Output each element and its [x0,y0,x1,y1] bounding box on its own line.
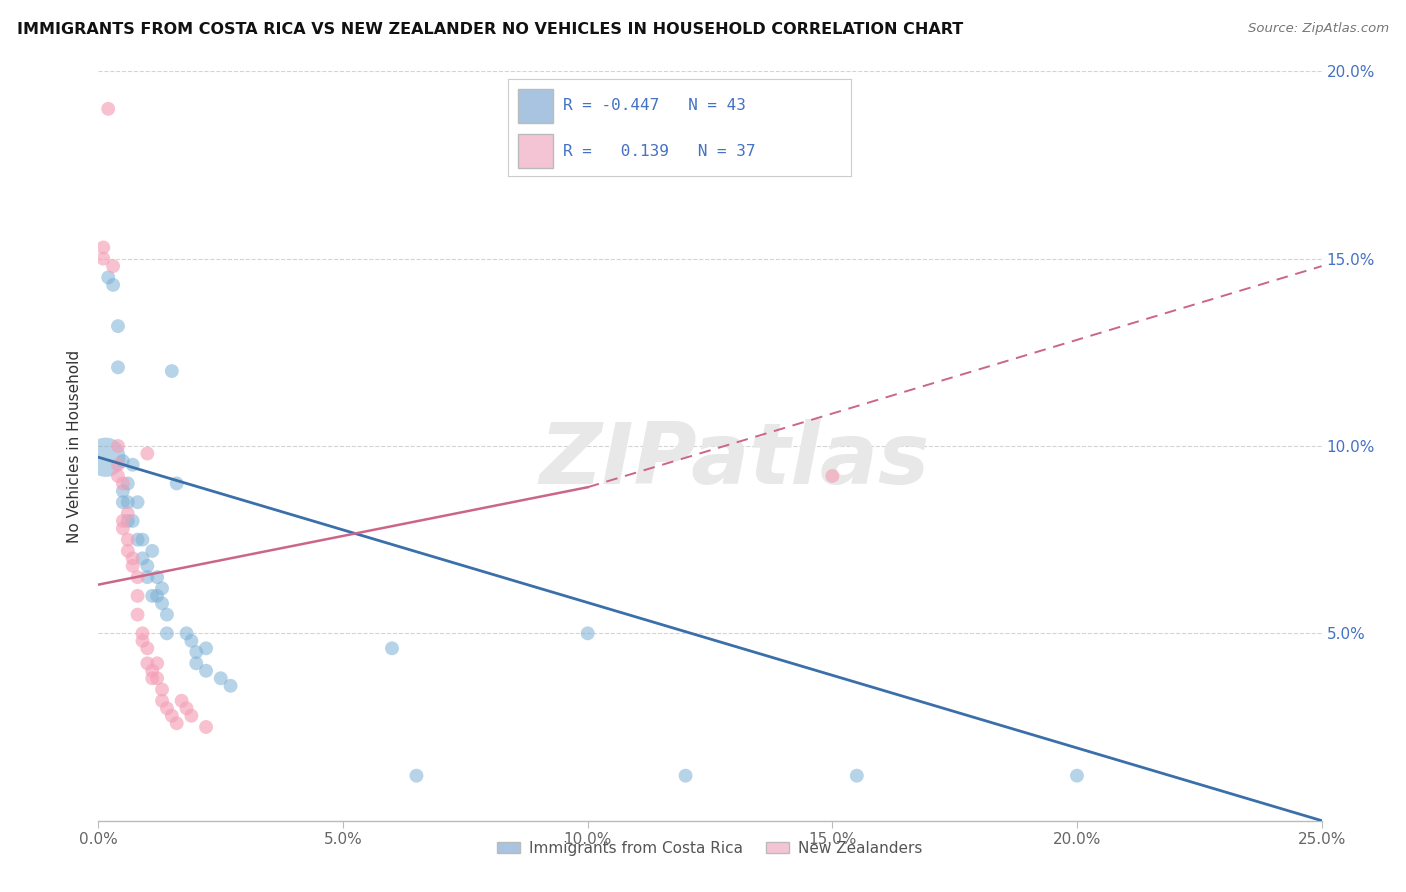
Point [131,551,153,566]
Point [131,626,153,640]
Point [160,364,183,378]
Text: Source: ZipAtlas.com: Source: ZipAtlas.com [1249,22,1389,36]
Point [170,694,193,708]
Point [121,551,143,566]
Point [127,570,149,584]
Point [117,514,139,528]
Point [150,682,173,697]
Point [146,570,169,584]
Point [209,671,232,685]
Point [195,720,218,734]
Point [176,626,198,640]
Point [136,657,159,671]
Point [381,641,404,656]
Point [180,708,202,723]
Point [97,270,120,285]
Point [141,664,163,678]
Point [821,469,844,483]
Point [675,769,697,783]
Point [160,708,183,723]
Text: IMMIGRANTS FROM COSTA RICA VS NEW ZEALANDER NO VEHICLES IN HOUSEHOLD CORRELATION: IMMIGRANTS FROM COSTA RICA VS NEW ZEALAN… [17,22,963,37]
Point [146,657,169,671]
Point [141,671,163,685]
Point [141,589,163,603]
Point [186,645,208,659]
Point [131,633,153,648]
Point [117,507,139,521]
Point [117,495,139,509]
Point [136,558,159,573]
Point [166,716,188,731]
Point [136,570,159,584]
Point [111,514,134,528]
Point [150,582,173,596]
Point [107,439,129,453]
Point [131,533,153,547]
Y-axis label: No Vehicles in Household: No Vehicles in Household [67,350,83,542]
Legend: Immigrants from Costa Rica, New Zealanders: Immigrants from Costa Rica, New Zealande… [491,835,929,862]
Point [121,558,143,573]
Point [107,319,129,334]
Point [101,277,124,292]
Point [94,450,117,465]
Point [127,607,149,622]
Point [121,458,143,472]
Point [195,664,218,678]
Point [576,626,599,640]
Point [156,607,179,622]
Point [195,641,218,656]
Point [150,596,173,610]
Point [101,259,124,273]
Point [91,252,114,266]
Point [107,360,129,375]
Point [127,495,149,509]
Point [117,533,139,547]
Point [166,476,188,491]
Point [117,544,139,558]
Point [97,102,120,116]
Point [146,589,169,603]
Point [136,641,159,656]
Point [156,701,179,715]
Point [111,521,134,535]
Point [180,633,202,648]
Point [141,544,163,558]
Point [107,469,129,483]
Point [111,454,134,468]
Point [111,483,134,498]
Text: ZIPatlas: ZIPatlas [540,419,929,502]
Point [127,533,149,547]
Point [219,679,242,693]
Point [405,769,427,783]
Point [111,476,134,491]
Point [156,626,179,640]
Point [176,701,198,715]
Point [1066,769,1088,783]
Point [150,694,173,708]
Point [127,589,149,603]
Point [121,514,143,528]
Point [107,458,129,472]
Point [845,769,868,783]
Point [111,495,134,509]
Point [146,671,169,685]
Point [136,446,159,460]
Point [91,240,114,254]
Point [117,476,139,491]
Point [186,657,208,671]
